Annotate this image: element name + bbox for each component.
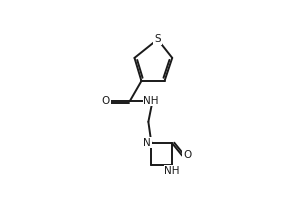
Text: O: O [101, 96, 110, 106]
Text: O: O [183, 150, 191, 160]
Text: NH: NH [164, 166, 180, 176]
Text: S: S [154, 34, 161, 44]
Text: NH: NH [143, 96, 159, 106]
Text: N: N [143, 138, 151, 148]
